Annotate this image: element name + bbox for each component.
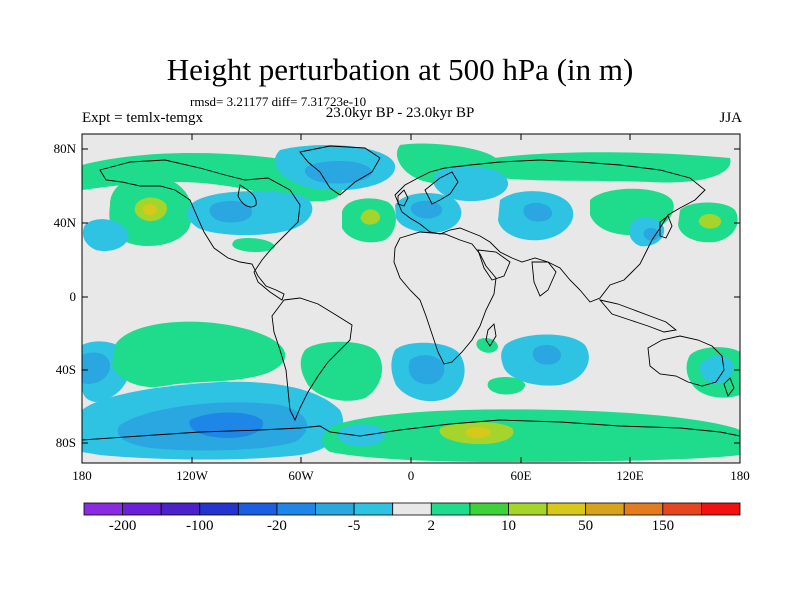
lon-tick-180-east: 180 [730,468,750,483]
contour-region-america-green-small [232,238,275,253]
figure-title: Height perturbation at 500 hPa (in m) [166,52,634,87]
colorbar-swatch-4 [237,502,278,516]
coastline-north-america [99,159,301,301]
contour-region-east-asia-deepblue [643,227,659,241]
colorbar-swatch-0 [83,502,123,516]
colorbar-swatch-5 [276,502,316,516]
contour-region-antarctic-core [465,427,491,438]
colorbar-swatch-2 [160,502,201,516]
colorbar-label-2: -20 [266,518,287,534]
colorbar-label-4: 2 [427,518,436,534]
contour-region-eurasia-green [476,152,731,183]
colorbar-swatch-15 [662,502,702,516]
colorbar-swatch-8 [392,502,432,516]
contour-region-europe-deepblue [410,200,443,219]
axis-ticks [81,134,741,463]
lat-tick-80s: 80S [55,435,76,450]
lon-tick-60e: 60E [510,468,532,483]
contour-region-northwest-pacific-yellow [698,214,722,229]
coastline-scandinavia [424,171,459,205]
colorbar-swatch-14 [623,502,664,516]
contour-region-south-indian-green [487,376,526,395]
coastline-arabia [477,249,511,281]
lat-tick-40n: 40N [53,215,76,230]
contour-field [82,143,740,462]
coastline-southeast-asia [598,299,678,333]
contour-region-australia-blue [700,355,734,384]
lon-tick-180-west: 180 [72,468,92,483]
contour-region-south-atlantic-green [300,341,383,401]
coastline-india [531,261,557,297]
contour-region-russia-blue [433,166,509,202]
coastline-british-isles [397,189,409,207]
contour-region-pacific-blue [82,219,129,252]
contour-region-north-atlantic-yellow [360,209,381,225]
colorbar [83,502,741,516]
colorbar-swatch-12 [546,502,587,516]
colorbar-swatch-10 [469,502,509,516]
coastline-eurasia [394,159,706,303]
lon-tick-120w: 120W [176,468,208,483]
lon-tick-60w: 60W [288,468,314,483]
contour-region-south-pacific-green [112,321,286,388]
lon-tick-120e: 120E [616,468,644,483]
contour-region-antarctic-green-band [322,409,740,462]
stats-text: rmsd= 3.21177 diff= 7.31723e-10 [190,94,367,109]
period-label: 23.0kyr BP - 23.0kyr BP [325,105,475,121]
lat-tick-80n: 80N [53,141,76,156]
experiment-label: Expt = temlx-temgx [82,110,203,126]
contour-region-north-america-deepblue [209,200,253,223]
colorbar-swatch-7 [353,502,394,516]
coastline-hudson-bay [237,184,257,208]
coastline-antarctica [82,419,740,441]
lon-tick-0: 0 [407,468,415,483]
coastline-australia [647,335,725,387]
colorbar-label-6: 50 [578,518,594,534]
colorbar-label-3: -5 [347,518,361,534]
coastline-new-zealand [723,377,735,397]
colorbar-label-7: 150 [651,518,675,534]
coastline-madagascar [485,323,497,347]
map-panel [82,134,740,463]
lat-tick-40s: 40S [55,362,76,377]
colorbar-swatch-11 [508,502,548,516]
colorbar-label-5: 10 [500,518,516,534]
coastline-africa [393,231,497,365]
colorbar-swatch-6 [315,502,355,516]
coastline-japan [659,215,673,239]
lat-tick-0: 0 [69,289,77,304]
contour-region-south-pacific-deepblue [82,352,111,384]
colorbar-swatch-13 [585,502,625,516]
coastline-south-america [271,297,353,422]
colorbar-swatch-1 [122,502,162,516]
contour-region-central-asia-deepblue [523,202,553,222]
colorbar-swatch-16 [701,502,741,516]
colorbar-label-1: -100 [186,518,214,534]
colorbar-label-0: -200 [108,518,137,534]
season-label: JJA [719,110,742,126]
coastlines [82,145,740,441]
contour-region-indian-ocean-deepblue [532,344,561,365]
contour-region-north-pacific-core [142,204,158,216]
coastline-greenland [299,145,381,196]
contour-region-greenland-deepblue [304,160,372,184]
colorbar-swatch-9 [430,502,471,516]
contour-region-south-atlantic-deepblue [408,355,445,385]
colorbar-swatch-3 [199,502,239,516]
